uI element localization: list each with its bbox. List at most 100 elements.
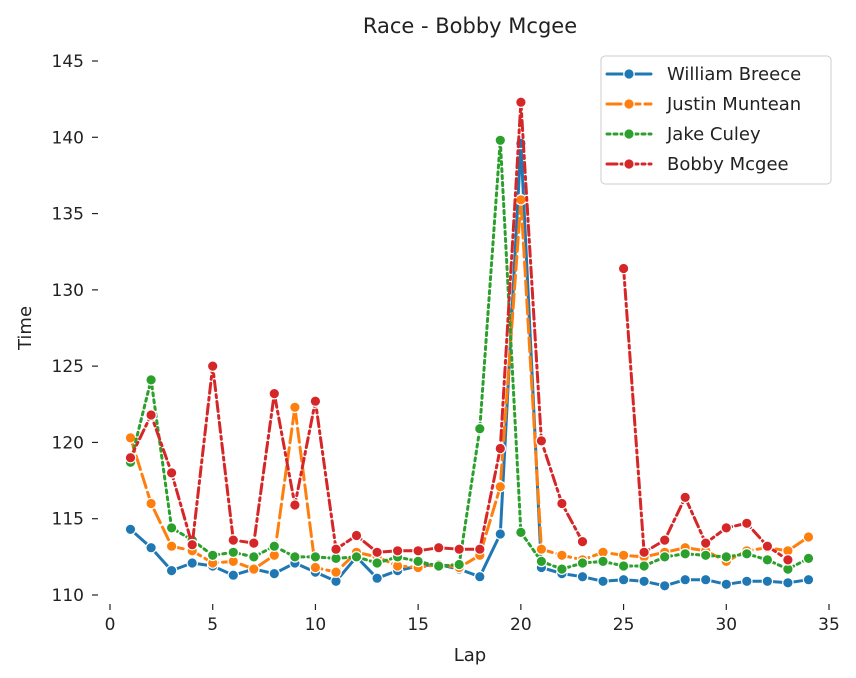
data-point [617,560,630,572]
data-point [679,547,691,560]
data-point [494,480,507,493]
data-point [268,387,281,400]
data-point [679,573,691,586]
legend: William Breece Justin Muntean Jake Culey Bo… [600,55,832,185]
data-point [740,547,753,560]
data-point [371,557,383,569]
x-tick-label: 0 [105,615,116,635]
legend-marker [623,128,635,140]
series-line [129,141,810,588]
legend-marker [623,158,635,170]
data-point [535,555,548,568]
data-point [720,578,733,591]
y-tick-label: 145 [52,52,84,72]
data-point [556,497,568,510]
x-tick-label: 20 [510,615,532,635]
data-point [617,573,630,586]
data-point [802,552,815,565]
legend-marker [623,98,635,110]
data-point [371,572,383,584]
series-jake-culey [124,134,815,575]
legend-label: William Breece [667,64,801,85]
data-point [330,566,342,578]
x-tick-label: 25 [613,615,635,635]
data-point [145,541,157,554]
x-tick-label: 10 [305,615,327,635]
x-tick-label: 5 [207,615,218,635]
data-point [515,96,527,108]
data-point [206,549,219,562]
data-point [248,563,260,575]
data-point [535,435,548,447]
data-point [473,422,486,435]
data-point [227,546,240,559]
data-point [350,551,363,563]
data-point [658,551,671,563]
data-point [350,529,363,542]
x-axis: 0 5 10 15 20 25 30 35 [105,604,840,635]
y-tick-label: 115 [52,510,84,530]
data-point [556,563,568,575]
data-point [165,522,178,534]
data-point [597,555,609,568]
legend-item: Jake Culey [605,124,761,145]
y-tick-label: 130 [52,281,84,301]
data-point [227,534,240,546]
data-point [679,491,691,504]
data-point [371,546,383,559]
data-point [576,557,589,569]
data-point [330,543,342,555]
series-line [129,138,810,571]
data-point [309,551,322,563]
data-point [248,537,260,549]
data-point [761,554,774,566]
y-tick-label: 140 [52,128,84,148]
data-point [206,360,219,372]
data-point [699,573,712,586]
data-point [145,409,157,421]
data-point [740,517,753,530]
data-point [124,451,137,464]
data-point [515,526,527,539]
data-point [268,567,281,580]
legend-item: Justin Muntean [605,94,801,115]
y-tick-label: 110 [52,586,84,606]
data-point [658,534,671,546]
data-point [740,575,753,588]
data-point [658,579,671,592]
data-point [165,467,178,479]
data-point [638,560,650,572]
data-point [699,537,712,549]
y-axis: 110 115 120 125 130 135 140 145 [52,52,98,606]
data-point [145,374,157,386]
series-line [129,198,810,574]
x-tick-label: 35 [818,615,840,635]
data-point [782,576,794,589]
data-point [289,499,301,511]
legend-item: William Breece [605,64,801,85]
x-tick-label: 15 [407,615,429,635]
data-point [494,528,507,540]
y-tick-label: 135 [52,205,84,225]
y-tick-label: 125 [52,357,84,377]
series-justin-muntean [124,194,815,578]
data-point [412,555,424,568]
data-point [515,194,527,206]
data-point [699,549,712,562]
x-tick-label: 30 [715,615,737,635]
data-point [576,535,589,548]
data-point [268,540,281,552]
legend-label: Justin Muntean [666,94,801,115]
legend-label: Jake Culey [666,124,761,145]
legend-item: Bobby Mcgee [605,154,789,175]
data-point [782,554,794,566]
data-point [617,262,630,275]
legend-marker [623,68,635,80]
legend-box [600,55,832,185]
data-point [227,569,240,581]
data-point [720,522,733,534]
data-point [802,573,815,586]
data-point [720,551,733,563]
data-point [124,523,137,536]
data-point [432,541,445,554]
